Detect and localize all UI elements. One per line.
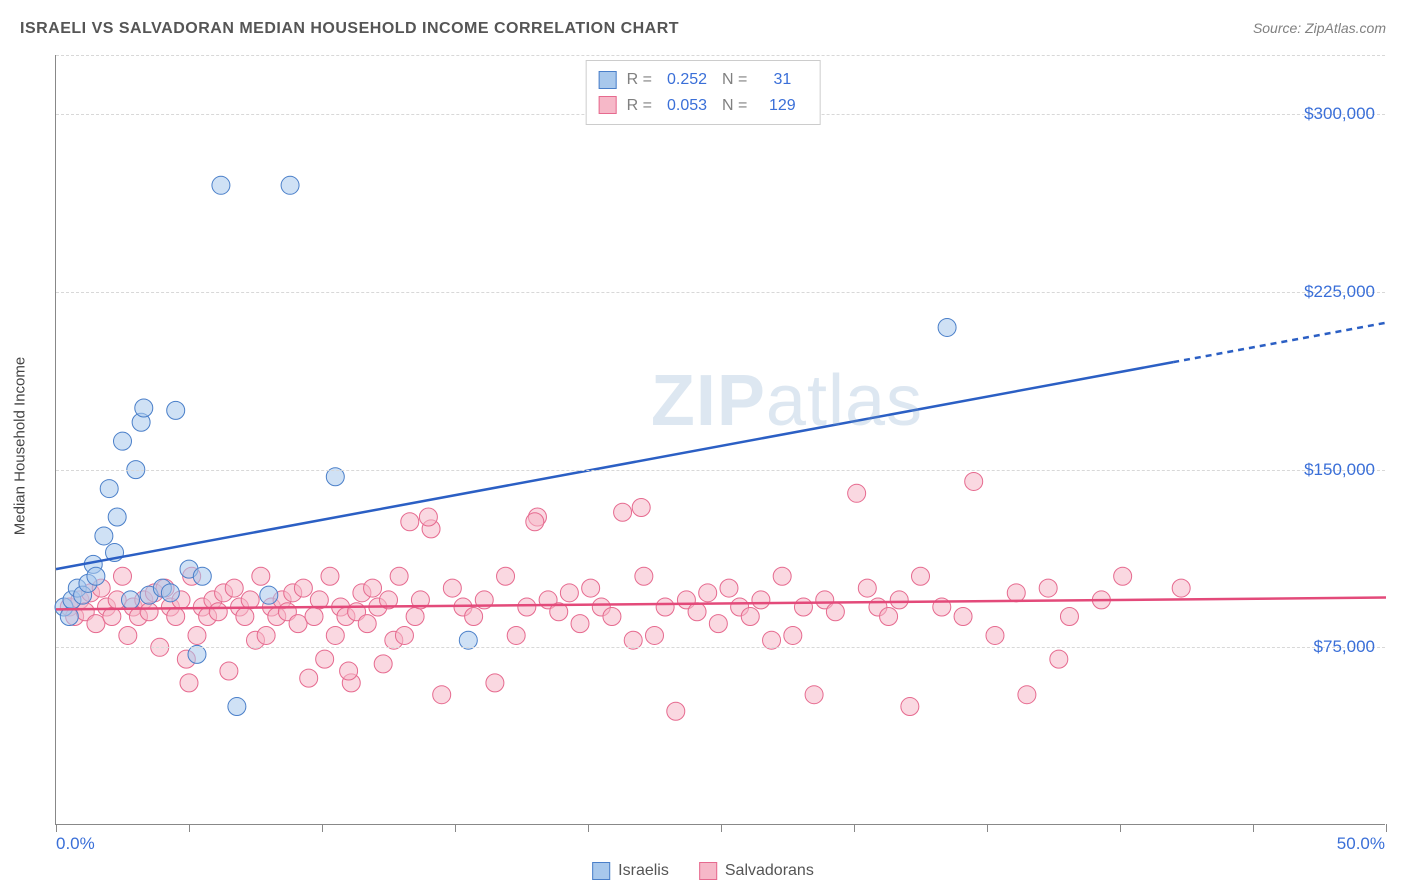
r-value-0: 0.252	[662, 67, 712, 93]
r-label: R =	[627, 67, 652, 93]
legend-item-salvadorans: Salvadorans	[699, 862, 814, 880]
r-value-1: 0.053	[662, 93, 712, 119]
swatch-salvadorans-icon	[699, 862, 717, 880]
legend-label-0: Israelis	[618, 862, 669, 880]
swatch-israelis	[599, 71, 617, 89]
gridline	[56, 647, 1385, 648]
stats-legend: R = 0.252 N = 31 R = 0.053 N = 129	[586, 60, 821, 125]
x-axis-max-label: 50.0%	[1337, 834, 1385, 854]
n-value-1: 129	[757, 93, 807, 119]
n-value-0: 31	[757, 67, 807, 93]
x-tick	[56, 824, 57, 832]
gridline	[56, 292, 1385, 293]
y-axis-title: Median Household Income	[12, 357, 29, 535]
legend-item-israelis: Israelis	[592, 862, 669, 880]
gridline	[56, 55, 1385, 56]
plot-area: ZIPatlas 0.0% 50.0% $75,000$150,000$225,…	[55, 55, 1385, 825]
x-tick	[854, 824, 855, 832]
swatch-salvadorans	[599, 96, 617, 114]
x-tick	[588, 824, 589, 832]
x-tick	[721, 824, 722, 832]
chart-title: ISRAELI VS SALVADORAN MEDIAN HOUSEHOLD I…	[20, 20, 679, 38]
x-tick	[1120, 824, 1121, 832]
x-tick	[322, 824, 323, 832]
bottom-legend: Israelis Salvadorans	[592, 862, 814, 880]
x-tick	[1253, 824, 1254, 832]
y-tick-label: $225,000	[1304, 282, 1375, 302]
y-tick-label: $150,000	[1304, 460, 1375, 480]
r-label: R =	[627, 93, 652, 119]
n-label: N =	[722, 67, 747, 93]
legend-label-1: Salvadorans	[725, 862, 814, 880]
x-tick	[455, 824, 456, 832]
gridline	[56, 470, 1385, 471]
x-tick	[987, 824, 988, 832]
n-label: N =	[722, 93, 747, 119]
x-axis-min-label: 0.0%	[56, 834, 95, 854]
stats-row-0: R = 0.252 N = 31	[599, 67, 808, 93]
swatch-israelis-icon	[592, 862, 610, 880]
x-tick	[189, 824, 190, 832]
x-tick	[1386, 824, 1387, 832]
stats-row-1: R = 0.053 N = 129	[599, 93, 808, 119]
source-label: Source: ZipAtlas.com	[1253, 20, 1386, 36]
y-tick-label: $75,000	[1314, 637, 1375, 657]
chart-container: ISRAELI VS SALVADORAN MEDIAN HOUSEHOLD I…	[0, 0, 1406, 892]
y-tick-label: $300,000	[1304, 104, 1375, 124]
chart-svg	[56, 55, 1385, 824]
